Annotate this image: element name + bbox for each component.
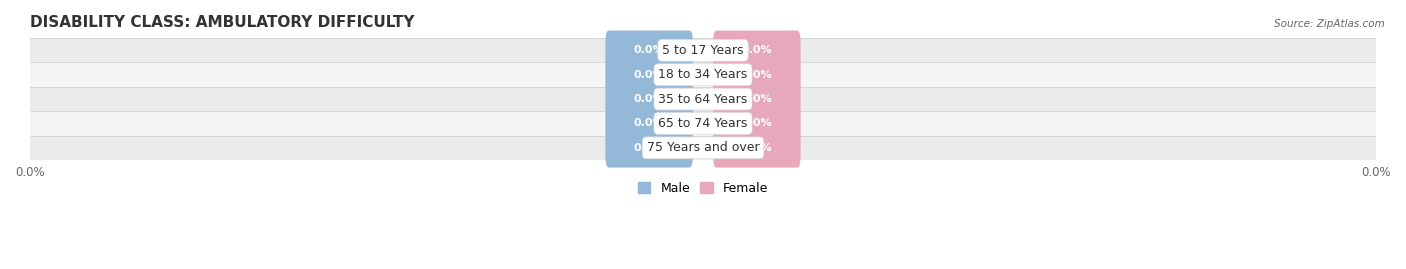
Text: 0.0%: 0.0% [634, 94, 665, 104]
Text: DISABILITY CLASS: AMBULATORY DIFFICULTY: DISABILITY CLASS: AMBULATORY DIFFICULTY [30, 15, 415, 30]
Text: 0.0%: 0.0% [741, 94, 772, 104]
FancyBboxPatch shape [713, 104, 800, 143]
Bar [30, 87, 1376, 111]
Legend: Male, Female: Male, Female [633, 177, 773, 200]
Text: 0.0%: 0.0% [741, 45, 772, 55]
FancyBboxPatch shape [606, 79, 693, 119]
Bar [30, 136, 1376, 160]
Text: 5 to 17 Years: 5 to 17 Years [662, 44, 744, 57]
Text: 65 to 74 Years: 65 to 74 Years [658, 117, 748, 130]
Text: 0.0%: 0.0% [634, 45, 665, 55]
Text: 0.0%: 0.0% [741, 118, 772, 129]
Text: 35 to 64 Years: 35 to 64 Years [658, 93, 748, 105]
FancyBboxPatch shape [606, 31, 693, 70]
Text: 18 to 34 Years: 18 to 34 Years [658, 68, 748, 81]
Bar [30, 111, 1376, 136]
Text: 0.0%: 0.0% [634, 143, 665, 153]
Text: 75 Years and over: 75 Years and over [647, 141, 759, 154]
Bar [30, 62, 1376, 87]
FancyBboxPatch shape [713, 55, 800, 94]
Text: Source: ZipAtlas.com: Source: ZipAtlas.com [1274, 19, 1385, 29]
Text: 0.0%: 0.0% [741, 70, 772, 80]
Bar [30, 38, 1376, 62]
Text: 0.0%: 0.0% [634, 70, 665, 80]
FancyBboxPatch shape [606, 55, 693, 94]
FancyBboxPatch shape [713, 31, 800, 70]
FancyBboxPatch shape [606, 128, 693, 168]
Text: 0.0%: 0.0% [634, 118, 665, 129]
FancyBboxPatch shape [713, 128, 800, 168]
FancyBboxPatch shape [713, 79, 800, 119]
FancyBboxPatch shape [606, 104, 693, 143]
Text: 0.0%: 0.0% [741, 143, 772, 153]
